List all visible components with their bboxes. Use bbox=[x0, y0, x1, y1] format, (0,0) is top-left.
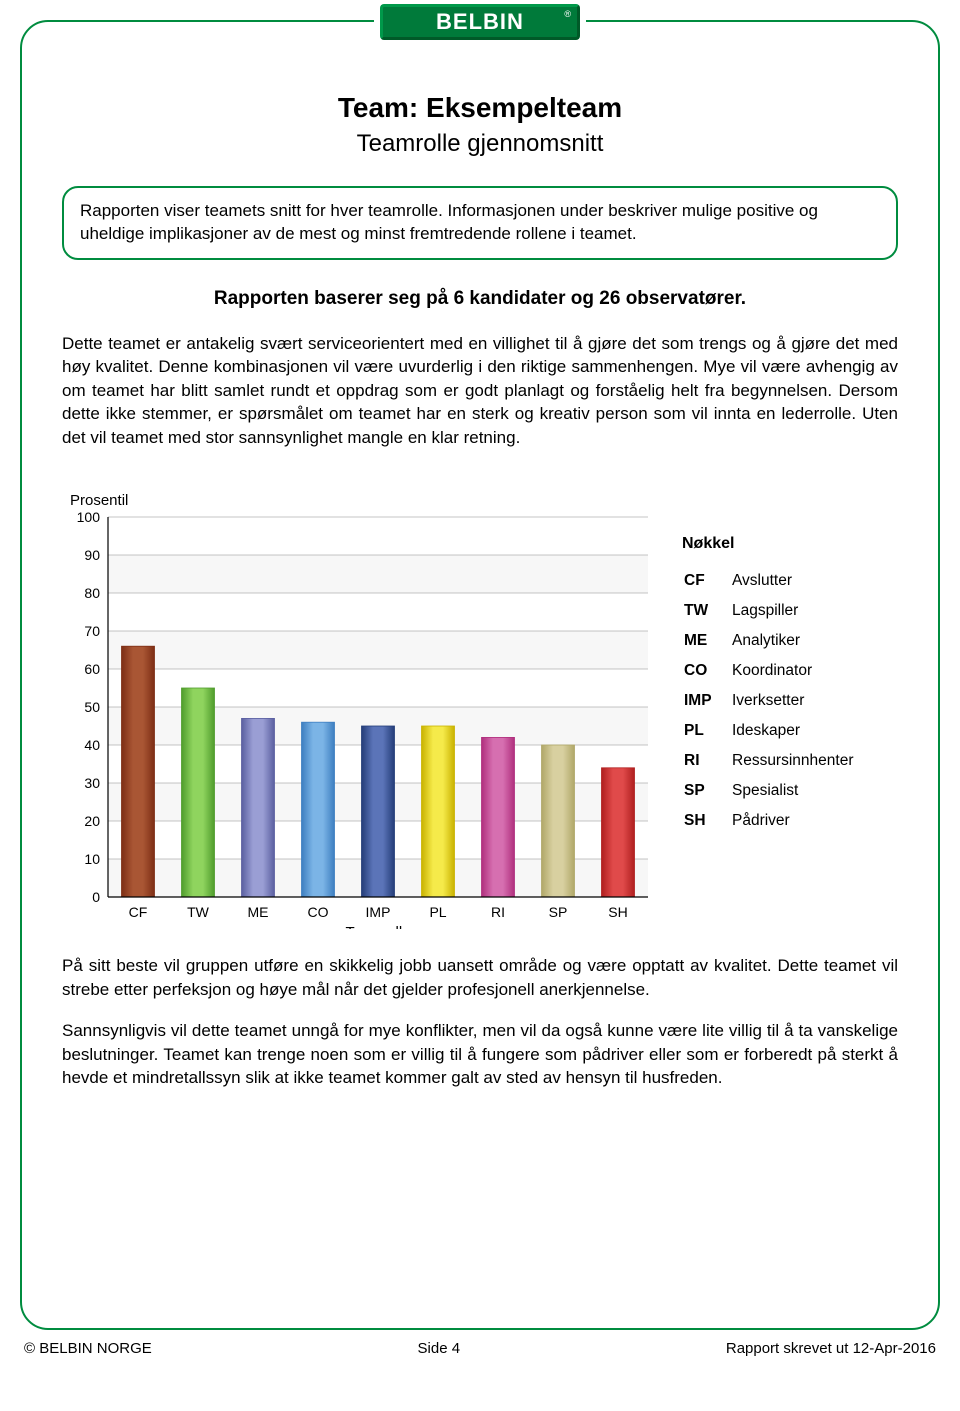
svg-text:SH: SH bbox=[608, 904, 627, 920]
legend-abbr: SH bbox=[684, 807, 730, 835]
basis-line: Rapporten baserer seg på 6 kandidater og… bbox=[62, 288, 898, 310]
footer-right: Rapport skrevet ut 12-Apr-2016 bbox=[726, 1340, 936, 1357]
bar-chart: Prosentil 0 10 20 30 40 50 60 70 80 90 100 CF TW ME CO I… bbox=[62, 489, 652, 934]
legend-row: IMPIverksetter bbox=[684, 687, 861, 715]
legend-label: Lagspiller bbox=[732, 597, 861, 625]
legend-row: COKoordinator bbox=[684, 657, 861, 685]
legend-abbr: CF bbox=[684, 567, 730, 595]
svg-text:30: 30 bbox=[84, 775, 100, 791]
legend-label: Pådriver bbox=[732, 807, 861, 835]
footer-left: © BELBIN NORGE bbox=[24, 1340, 152, 1357]
legend-label: Avslutter bbox=[732, 567, 861, 595]
legend-row: PLIdeskaper bbox=[684, 717, 861, 745]
svg-text:20: 20 bbox=[84, 813, 100, 829]
svg-text:CO: CO bbox=[308, 904, 329, 920]
legend: Nøkkel CFAvslutterTWLagspillerMEAnalytik… bbox=[682, 535, 863, 837]
svg-text:0: 0 bbox=[92, 889, 100, 905]
chart-svg: Prosentil 0 10 20 30 40 50 60 70 80 90 100 CF TW ME CO I… bbox=[62, 489, 652, 929]
legend-label: Spesialist bbox=[732, 777, 861, 805]
svg-text:TW: TW bbox=[187, 904, 210, 920]
legend-abbr: IMP bbox=[684, 687, 730, 715]
svg-text:SP: SP bbox=[549, 904, 568, 920]
svg-text:PL: PL bbox=[429, 904, 446, 920]
legend-abbr: CO bbox=[684, 657, 730, 685]
belbin-logo: BELBIN ® bbox=[380, 4, 580, 40]
chart-section: Prosentil0102030405060708090100CFTWMECOI… bbox=[62, 489, 898, 934]
intro-box: Rapporten viser teamets snitt for hver t… bbox=[62, 186, 898, 260]
svg-text:Teamrolle: Teamrolle bbox=[345, 924, 410, 929]
legend-row: SPSpesialist bbox=[684, 777, 861, 805]
page-subtitle: Teamrolle gjennomsnitt bbox=[62, 130, 898, 158]
legend-abbr: SP bbox=[684, 777, 730, 805]
legend-label: Ideskaper bbox=[732, 717, 861, 745]
legend-abbr: PL bbox=[684, 717, 730, 745]
svg-text:CF: CF bbox=[129, 904, 148, 920]
svg-text:50: 50 bbox=[84, 699, 100, 715]
svg-text:60: 60 bbox=[84, 661, 100, 677]
report-page: BELBIN ® Team: Eksempelteam Teamrolle gj… bbox=[20, 20, 940, 1330]
intro-text: Rapporten viser teamets snitt for hver t… bbox=[80, 201, 818, 243]
legend-row: MEAnalytiker bbox=[684, 627, 861, 655]
legend-label: Iverksetter bbox=[732, 687, 861, 715]
paragraph-bottom-1: På sitt beste vil gruppen utføre en skik… bbox=[62, 954, 898, 1001]
page-title: Team: Eksempelteam bbox=[62, 92, 898, 124]
paragraph-top: Dette teamet er antakelig svært serviceo… bbox=[62, 332, 898, 449]
legend-row: RIRessursinnhenter bbox=[684, 747, 861, 775]
svg-text:RI: RI bbox=[491, 904, 505, 920]
svg-text:70: 70 bbox=[84, 623, 100, 639]
svg-text:ME: ME bbox=[248, 904, 269, 920]
footer-center: Side 4 bbox=[418, 1340, 461, 1357]
page-footer: © BELBIN NORGE Side 4 Rapport skrevet ut… bbox=[20, 1340, 940, 1367]
svg-text:90: 90 bbox=[84, 547, 100, 563]
logo-container: BELBIN ® bbox=[374, 4, 586, 40]
legend-label: Koordinator bbox=[732, 657, 861, 685]
legend-label: Ressursinnhenter bbox=[732, 747, 861, 775]
legend-table: CFAvslutterTWLagspillerMEAnalytikerCOKoo… bbox=[682, 565, 863, 837]
legend-row: CFAvslutter bbox=[684, 567, 861, 595]
paragraph-bottom-2: Sannsynligvis vil dette teamet unngå for… bbox=[62, 1019, 898, 1089]
legend-row: SHPådriver bbox=[684, 807, 861, 835]
svg-text:40: 40 bbox=[84, 737, 100, 753]
logo-text: BELBIN bbox=[436, 9, 524, 35]
legend-title: Nøkkel bbox=[682, 535, 863, 553]
legend-abbr: RI bbox=[684, 747, 730, 775]
svg-text:100: 100 bbox=[77, 509, 101, 525]
svg-text:80: 80 bbox=[84, 585, 100, 601]
legend-row: TWLagspiller bbox=[684, 597, 861, 625]
svg-text:IMP: IMP bbox=[366, 904, 391, 920]
svg-text:Prosentil: Prosentil bbox=[70, 492, 128, 509]
legend-abbr: TW bbox=[684, 597, 730, 625]
legend-label: Analytiker bbox=[732, 627, 861, 655]
legend-abbr: ME bbox=[684, 627, 730, 655]
registered-icon: ® bbox=[564, 9, 571, 19]
svg-text:10: 10 bbox=[84, 851, 100, 867]
